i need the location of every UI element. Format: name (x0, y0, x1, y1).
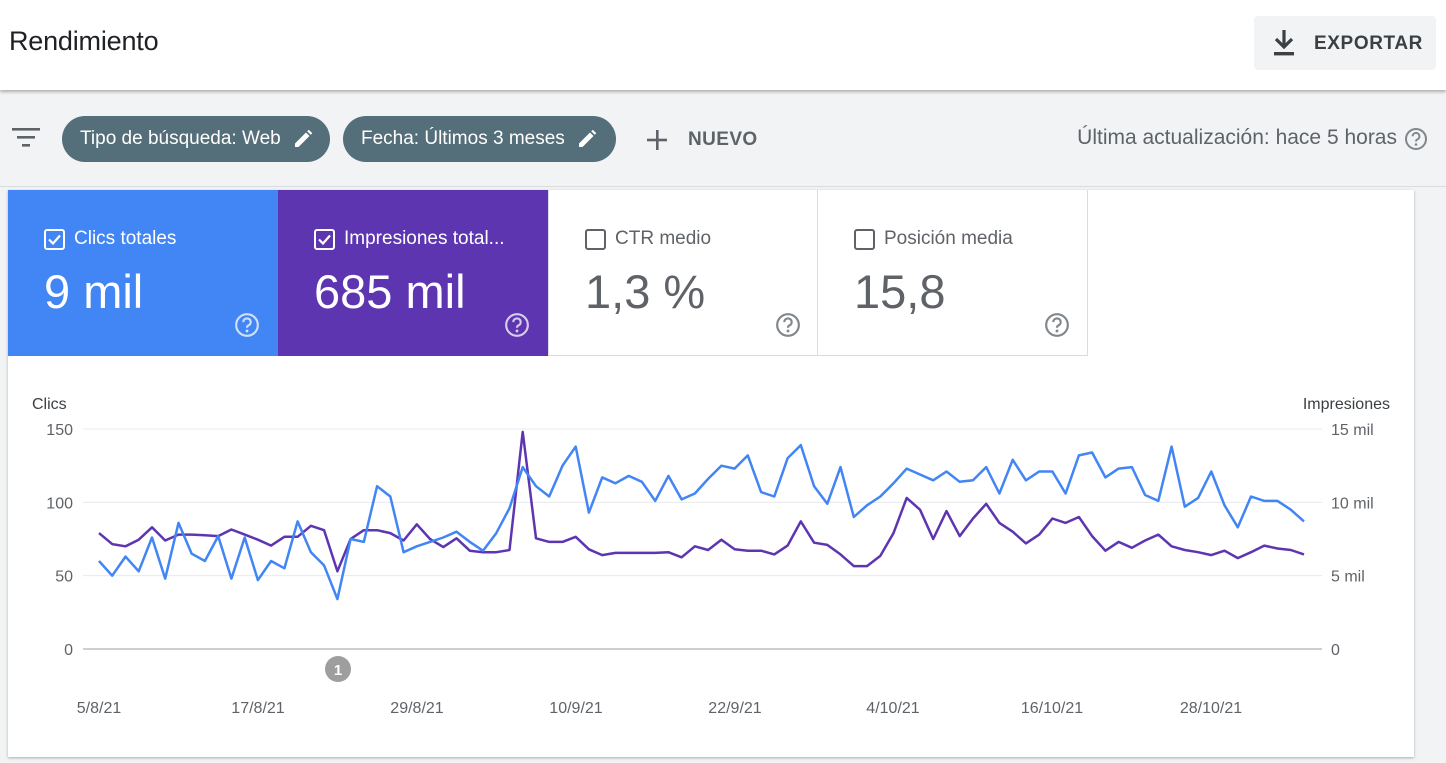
metric-label: CTR medio (615, 228, 712, 249)
annotation-marker[interactable]: 1 (325, 656, 351, 682)
left-tick-label: 100 (46, 495, 73, 512)
help-circle-icon[interactable] (1044, 312, 1070, 338)
x-tick-label: 5/8/21 (77, 700, 122, 717)
x-tick-label: 16/10/21 (1021, 700, 1083, 717)
performance-card: Clics totales 9 mil Impresiones total...… (8, 190, 1414, 757)
export-label: EXPORTAR (1314, 33, 1423, 54)
metric-value: 9 mil (44, 265, 144, 318)
checkbox-icon[interactable] (314, 229, 335, 250)
page-header: Rendimiento EXPORTAR (0, 0, 1446, 90)
last-update-text: Última actualización: hace 5 horas (1077, 126, 1397, 149)
plus-icon (647, 130, 667, 150)
metric-position[interactable]: Posición media 15,8 (817, 190, 1088, 356)
left-tick-label: 50 (55, 569, 73, 586)
x-tick-label: 4/10/21 (866, 700, 919, 717)
x-tick-label: 28/10/21 (1180, 700, 1242, 717)
download-icon (1274, 30, 1294, 56)
left-axis-label: Clics (32, 396, 67, 413)
checkbox-icon[interactable] (854, 229, 875, 250)
x-tick-label: 17/8/21 (231, 700, 284, 717)
filter-bar: Tipo de búsqueda: Web Fecha: Últimos 3 m… (0, 96, 1446, 187)
date-label: Fecha: Últimos 3 meses (361, 128, 565, 149)
x-tick-label: 29/8/21 (390, 700, 443, 717)
add-filter-button[interactable]: NUEVO (644, 126, 758, 154)
left-tick-label: 150 (46, 422, 73, 439)
pencil-icon (578, 129, 597, 147)
search-type-label: Tipo de búsqueda: Web (80, 128, 281, 149)
metric-clicks[interactable]: Clics totales 9 mil (8, 190, 278, 356)
help-circle-icon[interactable] (775, 312, 801, 338)
help-circle-icon[interactable] (234, 312, 260, 338)
right-axis-label: Impresiones (1303, 396, 1390, 413)
x-tick-label: 22/9/21 (708, 700, 761, 717)
checkbox-icon[interactable] (585, 229, 606, 250)
metric-label: Posición media (884, 228, 1013, 249)
metric-value: 1,3 % (585, 265, 706, 318)
metric-label: Clics totales (74, 228, 177, 249)
metric-impressions[interactable]: Impresiones total... 685 mil (278, 190, 548, 356)
filter-list-icon[interactable] (12, 127, 40, 149)
pencil-icon (294, 129, 313, 147)
right-tick-label: 15 mil (1331, 422, 1374, 439)
metric-ctr[interactable]: CTR medio 1,3 % (548, 190, 818, 356)
help-circle-icon[interactable] (1404, 127, 1428, 151)
clicks-series-line (98, 443, 1305, 601)
metric-value: 685 mil (314, 265, 466, 318)
date-chip[interactable]: Fecha: Últimos 3 meses (343, 116, 616, 162)
page-title: Rendimiento (9, 26, 159, 56)
right-tick-label: 5 mil (1331, 569, 1365, 586)
left-tick-label: 0 (64, 642, 73, 659)
checkbox-icon[interactable] (44, 229, 65, 250)
search-type-chip[interactable]: Tipo de búsqueda: Web (62, 116, 330, 162)
impressions-series-line (98, 430, 1305, 573)
right-tick-label: 10 mil (1331, 495, 1374, 512)
right-tick-label: 0 (1331, 642, 1340, 659)
help-circle-icon[interactable] (504, 312, 530, 338)
export-button[interactable]: EXPORTAR (1254, 16, 1436, 70)
add-filter-label: NUEVO (688, 129, 758, 150)
x-tick-label: 10/9/21 (549, 700, 602, 717)
annotation-marker-label: 1 (334, 662, 342, 679)
metric-value: 15,8 (854, 265, 946, 318)
